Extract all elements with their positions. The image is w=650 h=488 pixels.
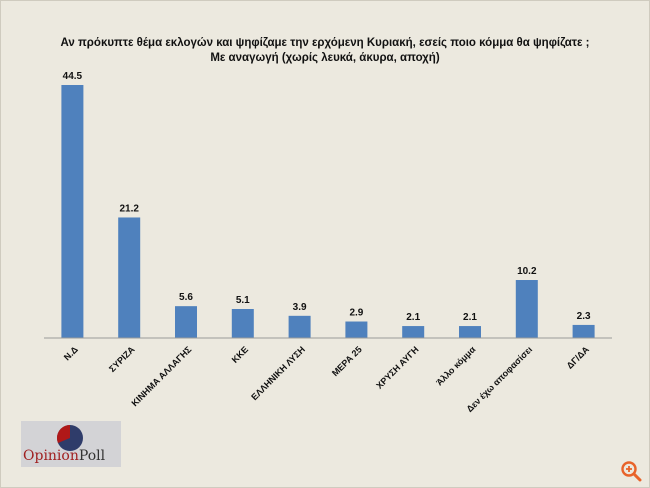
x-tick-label: ΚΚΕ (230, 344, 251, 365)
x-tick-label: ΕΛΛΗΝΙΚΗ ΛΥΣΗ (249, 344, 307, 402)
data-label: 2.3 (577, 311, 591, 322)
bar (402, 326, 425, 338)
data-label: 5.1 (236, 295, 250, 306)
x-tick-label: ΧΡΥΣΗ ΑΥΓΗ (374, 344, 420, 390)
data-label: 5.6 (179, 292, 193, 303)
bar-chart: 44.5 Ν.Δ 21.2 ΣΥΡΙΖΑ 5.6 ΚΙΝΗΜΑ ΑΛΛΑΓΗΣ 5.1 ΚΚΕ… (44, 71, 612, 414)
x-tick-label: ΣΥΡΙΖΑ (107, 344, 137, 374)
bar (61, 85, 84, 338)
x-tick-label: Δεν έχω αποφασίσει (464, 344, 534, 414)
data-label: 10.2 (517, 266, 537, 277)
x-tick-label: ΜΕΡΑ 25 (330, 344, 364, 378)
bar (572, 324, 595, 338)
bar (175, 306, 197, 338)
x-tick-label: Άλλο κόμμα (434, 344, 478, 388)
data-label: 44.5 (63, 71, 83, 82)
bar (288, 315, 311, 338)
bar (118, 217, 141, 338)
data-label: 2.1 (406, 312, 420, 323)
bar (345, 321, 368, 338)
data-label: 2.1 (463, 312, 477, 323)
data-label: 3.9 (293, 302, 307, 313)
chart-title: Αν πρόκυπτε θέμα εκλογών και ψηφίζαμε τη… (60, 37, 590, 49)
x-tick-label: Ν.Δ (62, 344, 80, 362)
logo-pie-icon (57, 425, 83, 451)
bar (515, 280, 538, 338)
opinionpoll-logo: OpinionPoll (21, 421, 121, 467)
bar (231, 309, 254, 338)
data-label: 21.2 (119, 203, 139, 214)
x-tick-label: ΚΙΝΗΜΑ ΑΛΛΑΓΗΣ (129, 344, 193, 408)
bar (459, 326, 481, 338)
zoom-in-icon[interactable] (620, 460, 642, 482)
x-tick-label: ΔΓ/ΔΑ (565, 344, 592, 371)
chart-subtitle: Με αναγωγή (χωρίς λευκά, άκυρα, αποχή) (210, 52, 440, 64)
logo-text: OpinionPoll (23, 448, 106, 464)
data-label: 2.9 (349, 308, 363, 319)
